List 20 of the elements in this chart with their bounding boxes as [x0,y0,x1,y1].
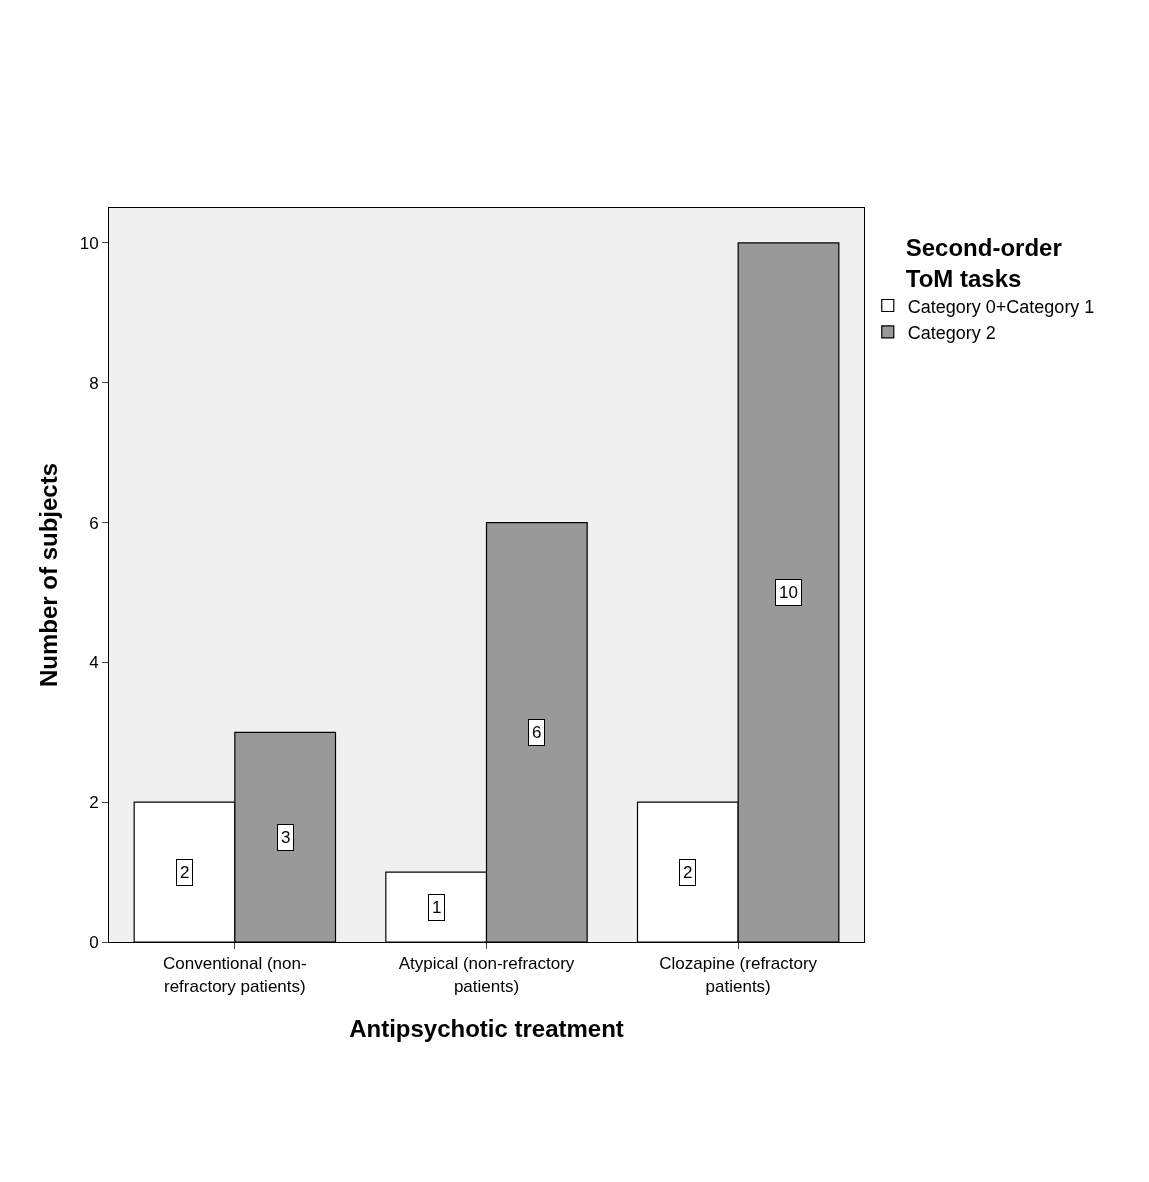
data-label: 2 [683,863,693,882]
y-tick-label: 10 [79,233,99,253]
y-tick-label: 0 [89,932,99,952]
y-tick-label: 2 [89,793,99,813]
legend-title: Second-order ToM tasks [905,234,1062,293]
data-label: 3 [281,828,291,847]
x-axis-title: Antipsychotic treatment [349,1014,624,1042]
data-label: 6 [532,723,542,742]
y-tick-label: 4 [89,653,99,673]
legend-label: Category 2 [907,322,996,343]
y-tick-label: 6 [89,513,99,533]
x-tick-label: Atypical (non-refractory patients) [398,954,575,996]
x-tick-label: Conventional (non-refractory patients) [163,954,307,996]
y-tick-label: 8 [89,373,99,393]
x-tick-label: Clozapine (refractory patients) [659,954,818,996]
data-label: 2 [180,863,190,882]
data-label: 1 [432,898,442,917]
data-label: 10 [779,583,798,602]
y-axis-title: Number of subjects [34,462,62,688]
legend-label: Category 0+Category 1 [907,296,1095,317]
